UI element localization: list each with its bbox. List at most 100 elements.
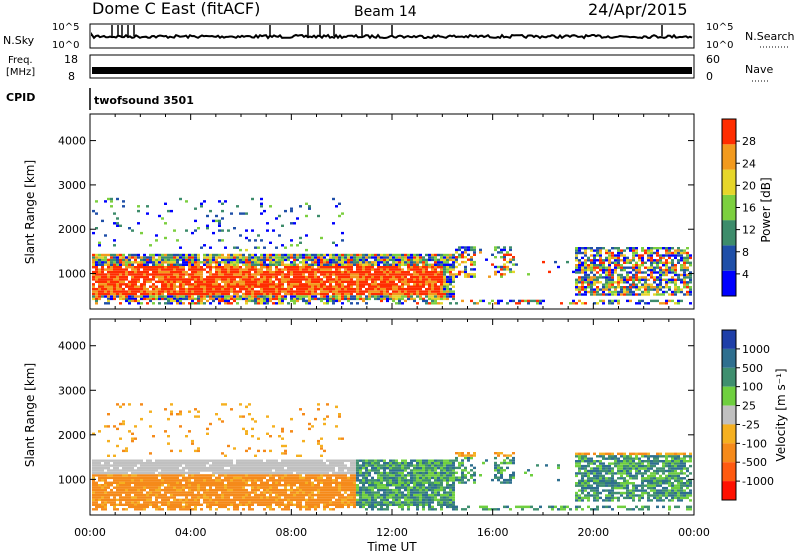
data-cell — [353, 287, 356, 291]
data-cell — [332, 287, 335, 291]
data-cell — [185, 466, 188, 470]
data-cell — [671, 278, 674, 281]
data-cell — [248, 270, 251, 274]
data-cell — [122, 263, 125, 266]
data-cell — [281, 290, 284, 293]
data-cell — [365, 283, 368, 286]
data-cell — [179, 481, 182, 484]
data-cell — [680, 254, 683, 257]
data-cell — [167, 459, 170, 462]
data-cell — [98, 464, 101, 467]
data-cell — [623, 293, 626, 296]
data-cell — [683, 283, 686, 286]
data-cell — [194, 474, 197, 477]
data-cell — [305, 484, 308, 487]
data-cell — [149, 266, 152, 269]
data-cell — [338, 202, 341, 205]
data-cell — [161, 476, 164, 480]
data-cell — [281, 275, 284, 279]
data-cell — [164, 464, 167, 467]
data-cell — [200, 299, 203, 303]
data-cell — [626, 247, 629, 250]
data-cell — [188, 261, 191, 264]
data-cell — [242, 464, 245, 467]
data-cell — [602, 261, 605, 264]
data-cell — [275, 488, 278, 492]
data-cell — [137, 278, 140, 281]
data-cell — [236, 261, 239, 264]
data-cell — [203, 484, 206, 487]
data-cell — [218, 503, 221, 506]
data-cell — [422, 263, 425, 266]
data-cell — [323, 449, 326, 453]
data-cell — [287, 481, 290, 484]
data-cell — [245, 280, 248, 283]
data-cell — [200, 268, 203, 271]
data-cell — [227, 484, 230, 487]
data-cell — [353, 270, 356, 274]
data-cell — [266, 275, 269, 279]
data-cell — [347, 285, 350, 288]
data-cell — [425, 295, 428, 298]
data-cell — [266, 481, 269, 484]
data-cell — [596, 288, 599, 291]
data-cell — [653, 299, 656, 303]
data-cell — [443, 266, 446, 269]
data-cell — [206, 491, 209, 494]
data-cell — [497, 270, 500, 274]
data-cell — [224, 479, 227, 482]
data-cell — [332, 299, 335, 303]
data-cell — [329, 469, 332, 472]
data-cell — [221, 496, 224, 499]
data-cell — [284, 496, 287, 499]
data-cell — [182, 270, 185, 274]
data-cell — [242, 498, 245, 502]
data-cell — [227, 253, 230, 257]
data-cell — [158, 505, 161, 509]
data-cell — [197, 258, 200, 262]
ytick-label: 1000 — [58, 268, 86, 281]
data-cell — [392, 278, 395, 281]
data-cell — [191, 256, 194, 259]
data-cell — [335, 501, 338, 504]
data-cell — [266, 283, 269, 286]
data-cell — [314, 505, 317, 509]
data-cell — [218, 222, 221, 225]
data-cell — [272, 297, 275, 301]
data-cell — [230, 479, 233, 482]
data-cell — [188, 469, 191, 472]
data-cell — [113, 481, 116, 484]
data-cell — [122, 508, 125, 511]
data-cell — [218, 292, 221, 296]
data-cell — [104, 234, 107, 237]
data-cell — [626, 261, 629, 264]
data-cell — [170, 302, 173, 305]
data-cell — [629, 247, 632, 250]
data-cell — [338, 280, 341, 283]
data-cell — [689, 290, 692, 294]
data-cell — [662, 256, 665, 260]
data-cell — [251, 481, 254, 484]
data-cell — [140, 498, 143, 502]
data-cell — [212, 292, 215, 296]
data-cell — [392, 292, 395, 296]
data-cell — [320, 447, 323, 450]
data-cell — [686, 256, 689, 260]
data-cell — [143, 471, 146, 475]
data-cell — [179, 491, 182, 494]
data-cell — [224, 474, 227, 477]
data-cell — [116, 222, 119, 225]
data-cell — [191, 481, 194, 484]
data-cell — [215, 258, 218, 262]
data-cell — [272, 508, 275, 511]
data-cell — [635, 276, 638, 279]
data-cell — [575, 281, 578, 284]
data-cell — [281, 287, 284, 291]
data-cell — [269, 253, 272, 257]
data-cell — [239, 462, 242, 465]
data-cell — [680, 273, 683, 277]
data-cell — [110, 205, 113, 208]
data-cell — [167, 442, 170, 445]
data-cell — [413, 270, 416, 274]
data-cell — [176, 290, 179, 293]
